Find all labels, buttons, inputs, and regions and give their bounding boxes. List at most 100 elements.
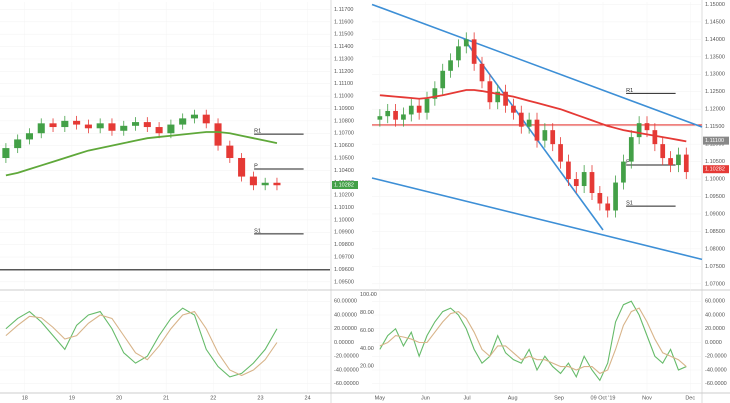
- candle-body: [628, 137, 634, 162]
- series-line: [379, 307, 687, 375]
- y-tick-label: 1.10000: [705, 177, 725, 183]
- candle-body: [408, 105, 414, 115]
- y-tick-label: 1.12000: [705, 107, 725, 113]
- candle-body: [503, 91, 508, 106]
- candle-body: [25, 133, 33, 140]
- candle-body: [214, 123, 222, 146]
- y-tick-label: 1.10600: [334, 143, 354, 149]
- y-tick-label: 1.12500: [705, 89, 725, 95]
- series-line: [5, 131, 278, 177]
- series-line: [379, 89, 687, 143]
- candle-body: [558, 144, 563, 162]
- price-tag: [332, 180, 358, 189]
- price-tag-label: 1.10282: [705, 167, 725, 173]
- candle-body: [179, 118, 187, 125]
- candle-body: [573, 179, 579, 187]
- candle-body: [581, 172, 587, 187]
- level-label: R1: [254, 129, 261, 135]
- y2-tick-label: 60.00: [360, 328, 374, 334]
- candle-body: [393, 110, 398, 120]
- candle-body: [683, 154, 689, 173]
- price-tag-label: 1.11100: [705, 138, 724, 144]
- y-tick-label: 1.10500: [334, 155, 354, 161]
- y2-tick-label: 20.00: [360, 364, 374, 370]
- candle-body: [660, 144, 666, 159]
- y-tick-label: 1.13000: [705, 72, 725, 78]
- candle-body: [518, 112, 524, 127]
- y-tick-label: 1.09000: [705, 211, 725, 217]
- candle-body: [495, 91, 501, 103]
- level-label: S1: [254, 228, 261, 234]
- y2-tick-label: 80.00: [360, 310, 374, 316]
- candle-body: [202, 114, 210, 124]
- candle-body: [155, 127, 163, 134]
- candle-body: [61, 120, 69, 128]
- candle-body: [566, 161, 571, 180]
- candle-body: [190, 114, 198, 119]
- y-tick-label: 1.08500: [705, 229, 725, 235]
- x-tick-label: Jul: [464, 395, 471, 401]
- level-label: P: [254, 163, 258, 169]
- x-tick-label: 20: [116, 395, 122, 401]
- candle-body: [167, 124, 175, 134]
- y-tick-label: 40.00000: [334, 312, 357, 318]
- y-tick-label: 1.14000: [705, 37, 725, 43]
- x-tick-label: Dec: [685, 395, 695, 401]
- level-label: R1: [626, 88, 633, 94]
- y-tick-label: 1.08000: [705, 246, 725, 252]
- candle-body: [471, 39, 477, 64]
- candle-body: [416, 105, 422, 113]
- y-tick-label: 1.09800: [334, 242, 354, 248]
- y-tick-label: 1.09500: [334, 279, 354, 285]
- y-tick-label: 1.11400: [334, 44, 353, 50]
- y-tick-label: 1.10000: [334, 217, 354, 223]
- candle-body: [652, 130, 658, 145]
- candle-body: [463, 39, 469, 47]
- x-tick-label: Sep: [554, 395, 564, 401]
- y-tick-label: 1.10500: [705, 159, 725, 165]
- candle-body: [261, 182, 269, 186]
- candle-body: [120, 125, 128, 131]
- x-tick-label: Nov: [642, 395, 652, 401]
- y-tick-label: 1.10200: [334, 193, 354, 199]
- candle-body: [440, 70, 446, 89]
- candle-body: [96, 123, 104, 129]
- candle-body: [132, 122, 140, 126]
- y-tick-label: 0.0000: [705, 340, 722, 346]
- price-tag-label: 1.10282: [334, 182, 354, 188]
- x-tick-label: 23: [257, 395, 263, 401]
- candle-body: [676, 154, 681, 166]
- y-tick-label: 1.07500: [705, 264, 725, 270]
- candle-body: [432, 88, 438, 99]
- y-tick-label: 1.11700: [334, 7, 353, 13]
- y-tick-label: 1.10400: [334, 168, 354, 174]
- candle-body: [605, 203, 611, 211]
- y-tick-label: 1.07000: [705, 281, 725, 287]
- y-tick-label: 60.0000: [705, 299, 725, 305]
- candle-body: [424, 98, 430, 113]
- y-tick-label: 1.11600: [334, 19, 353, 25]
- candle-body: [613, 182, 618, 211]
- candle-body: [644, 123, 650, 131]
- candle-body: [143, 122, 151, 128]
- candle-body: [385, 110, 391, 117]
- y-tick-label: 20.00000: [334, 326, 357, 332]
- y-tick-label: 1.11200: [334, 69, 353, 75]
- y-tick-label: 1.11500: [705, 124, 724, 130]
- y-tick-label: -40.00000: [334, 367, 359, 373]
- level-label: S1: [626, 201, 633, 207]
- y-tick-label: 1.09900: [334, 230, 354, 236]
- y-tick-label: 1.09600: [334, 267, 354, 273]
- candle-body: [73, 120, 81, 125]
- y-tick-label: -40.0000: [705, 367, 727, 373]
- y-tick-label: -60.0000: [705, 381, 727, 387]
- y-tick-label: 1.14500: [705, 19, 725, 25]
- candle-body: [534, 119, 540, 141]
- series-line: [5, 307, 278, 378]
- series-line: [5, 310, 278, 377]
- candle-body: [37, 123, 45, 134]
- y2-tick-label: 40.00: [360, 346, 374, 352]
- candle-body: [636, 123, 642, 138]
